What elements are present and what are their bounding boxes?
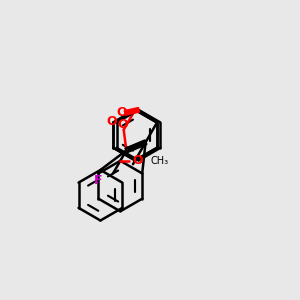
Text: O: O xyxy=(117,118,128,131)
Text: O: O xyxy=(116,106,127,119)
Text: F: F xyxy=(94,174,103,188)
Text: O: O xyxy=(106,115,117,128)
Text: O: O xyxy=(133,154,143,167)
Text: CH₃: CH₃ xyxy=(150,156,168,166)
